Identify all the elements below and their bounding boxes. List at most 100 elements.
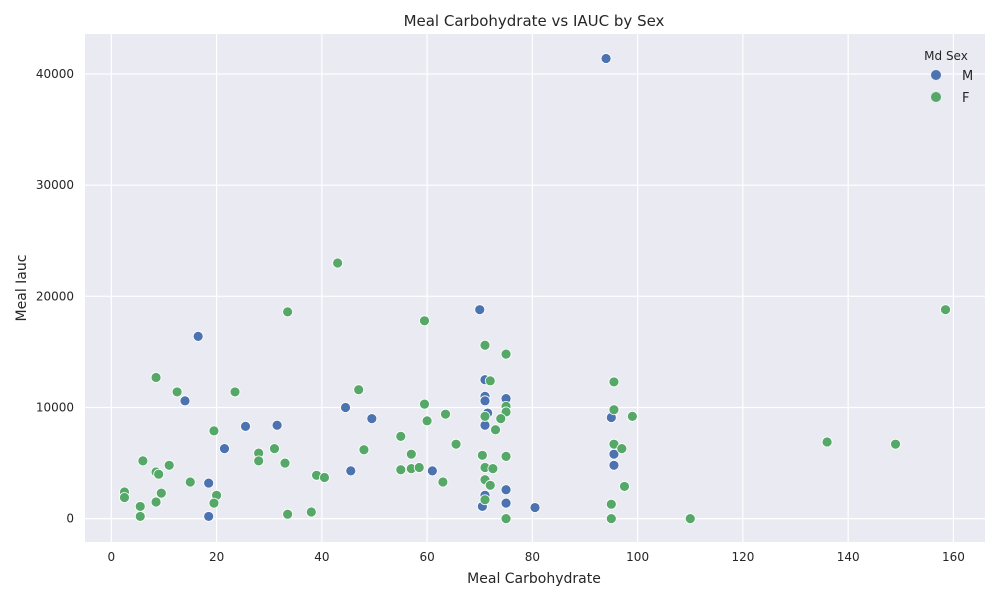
data-point-f — [608, 404, 620, 416]
legend-label-f: F — [962, 91, 969, 106]
data-point-f — [500, 451, 512, 462]
data-points — [119, 53, 951, 525]
data-point-f — [319, 472, 330, 483]
y-tick-label: 10000 — [36, 400, 74, 414]
data-point-f — [208, 497, 220, 509]
y-axis-ticks: 0 10000 20000 30000 40000 — [36, 67, 74, 526]
data-point-m — [500, 497, 512, 509]
data-point-m — [608, 459, 620, 471]
data-point-f — [421, 415, 433, 427]
data-point-f — [605, 513, 617, 525]
data-point-f — [479, 410, 491, 422]
data-point-f — [155, 487, 167, 499]
chart-title: Meal Carbohydrate vs IAUC by Sex — [404, 12, 665, 30]
data-point-f — [405, 448, 417, 460]
data-point-f — [440, 408, 451, 420]
data-point-f — [119, 492, 130, 503]
x-tick-label: 160 — [942, 550, 965, 564]
data-point-f — [684, 513, 696, 525]
x-tick-label: 60 — [419, 550, 434, 564]
data-point-m — [366, 413, 378, 425]
x-tick-label: 40 — [314, 550, 329, 564]
x-tick-label: 140 — [837, 550, 860, 564]
data-point-f — [619, 481, 630, 492]
y-tick-label: 0 — [66, 512, 74, 526]
data-point-m — [340, 402, 351, 413]
data-point-f — [353, 384, 365, 396]
data-point-m — [203, 511, 215, 522]
data-point-f — [608, 376, 620, 388]
data-point-f — [437, 476, 449, 488]
data-point-f — [500, 348, 512, 360]
data-point-f — [419, 398, 430, 410]
data-point-f — [282, 508, 294, 520]
data-point-m — [345, 465, 357, 477]
y-tick-label: 30000 — [36, 178, 74, 192]
data-point-f — [153, 468, 165, 480]
legend-label-m: M — [962, 69, 973, 84]
data-point-m — [192, 330, 204, 342]
y-tick-label: 20000 — [36, 289, 74, 303]
data-point-m — [600, 53, 612, 64]
data-point-f — [484, 479, 496, 491]
legend-marker-m — [931, 70, 941, 80]
x-tick-label: 100 — [626, 550, 649, 564]
data-point-f — [395, 430, 407, 442]
data-point-f — [171, 386, 183, 398]
x-axis-label: Meal Carbohydrate — [467, 571, 601, 587]
data-point-f — [395, 464, 407, 476]
data-point-f — [150, 372, 162, 383]
data-point-f — [490, 424, 501, 436]
x-tick-label: 80 — [525, 550, 540, 564]
data-point-f — [305, 506, 317, 518]
legend-title: Md Sex — [924, 49, 968, 63]
legend-marker-f — [931, 92, 941, 102]
data-point-f — [208, 425, 220, 437]
data-point-m — [271, 419, 283, 431]
data-point-f — [184, 476, 196, 488]
x-axis-ticks: 0 20 40 60 80 100 120 140 160 — [107, 550, 964, 564]
data-point-f — [134, 501, 146, 512]
x-tick-label: 20 — [209, 550, 224, 564]
data-point-f — [332, 257, 344, 269]
data-point-m — [500, 484, 512, 496]
data-point-f — [450, 438, 462, 450]
data-point-f — [495, 413, 507, 425]
data-point-f — [484, 375, 496, 387]
x-tick-label: 0 — [107, 550, 115, 564]
plot-area — [85, 34, 985, 542]
grid — [85, 34, 985, 542]
data-point-m — [529, 502, 541, 513]
data-point-f — [269, 443, 280, 455]
data-point-m — [426, 465, 438, 477]
data-point-f — [229, 386, 241, 398]
data-point-f — [282, 306, 294, 318]
data-point-f — [279, 457, 291, 469]
data-point-f — [940, 304, 951, 316]
data-point-f — [253, 455, 265, 467]
y-axis-label: Meal Iauc — [14, 255, 30, 322]
data-point-f — [890, 438, 901, 450]
data-point-f — [163, 459, 175, 471]
data-point-m — [219, 443, 230, 455]
data-point-f — [134, 511, 146, 522]
data-point-f — [479, 339, 491, 351]
data-point-f — [487, 463, 499, 475]
data-point-f — [150, 496, 162, 508]
data-point-f — [821, 436, 833, 448]
data-point-f — [500, 513, 512, 525]
data-point-f — [419, 315, 430, 327]
data-point-m — [179, 395, 191, 407]
data-point-f — [476, 449, 488, 461]
data-point-m — [240, 420, 251, 432]
data-point-f — [626, 410, 638, 422]
data-point-f — [358, 444, 370, 456]
data-point-f — [137, 455, 149, 467]
data-point-m — [203, 477, 215, 489]
x-tick-label: 120 — [731, 550, 754, 564]
data-point-f — [605, 498, 617, 510]
data-point-f — [616, 443, 628, 455]
data-point-f — [413, 462, 425, 473]
data-point-f — [479, 494, 491, 506]
